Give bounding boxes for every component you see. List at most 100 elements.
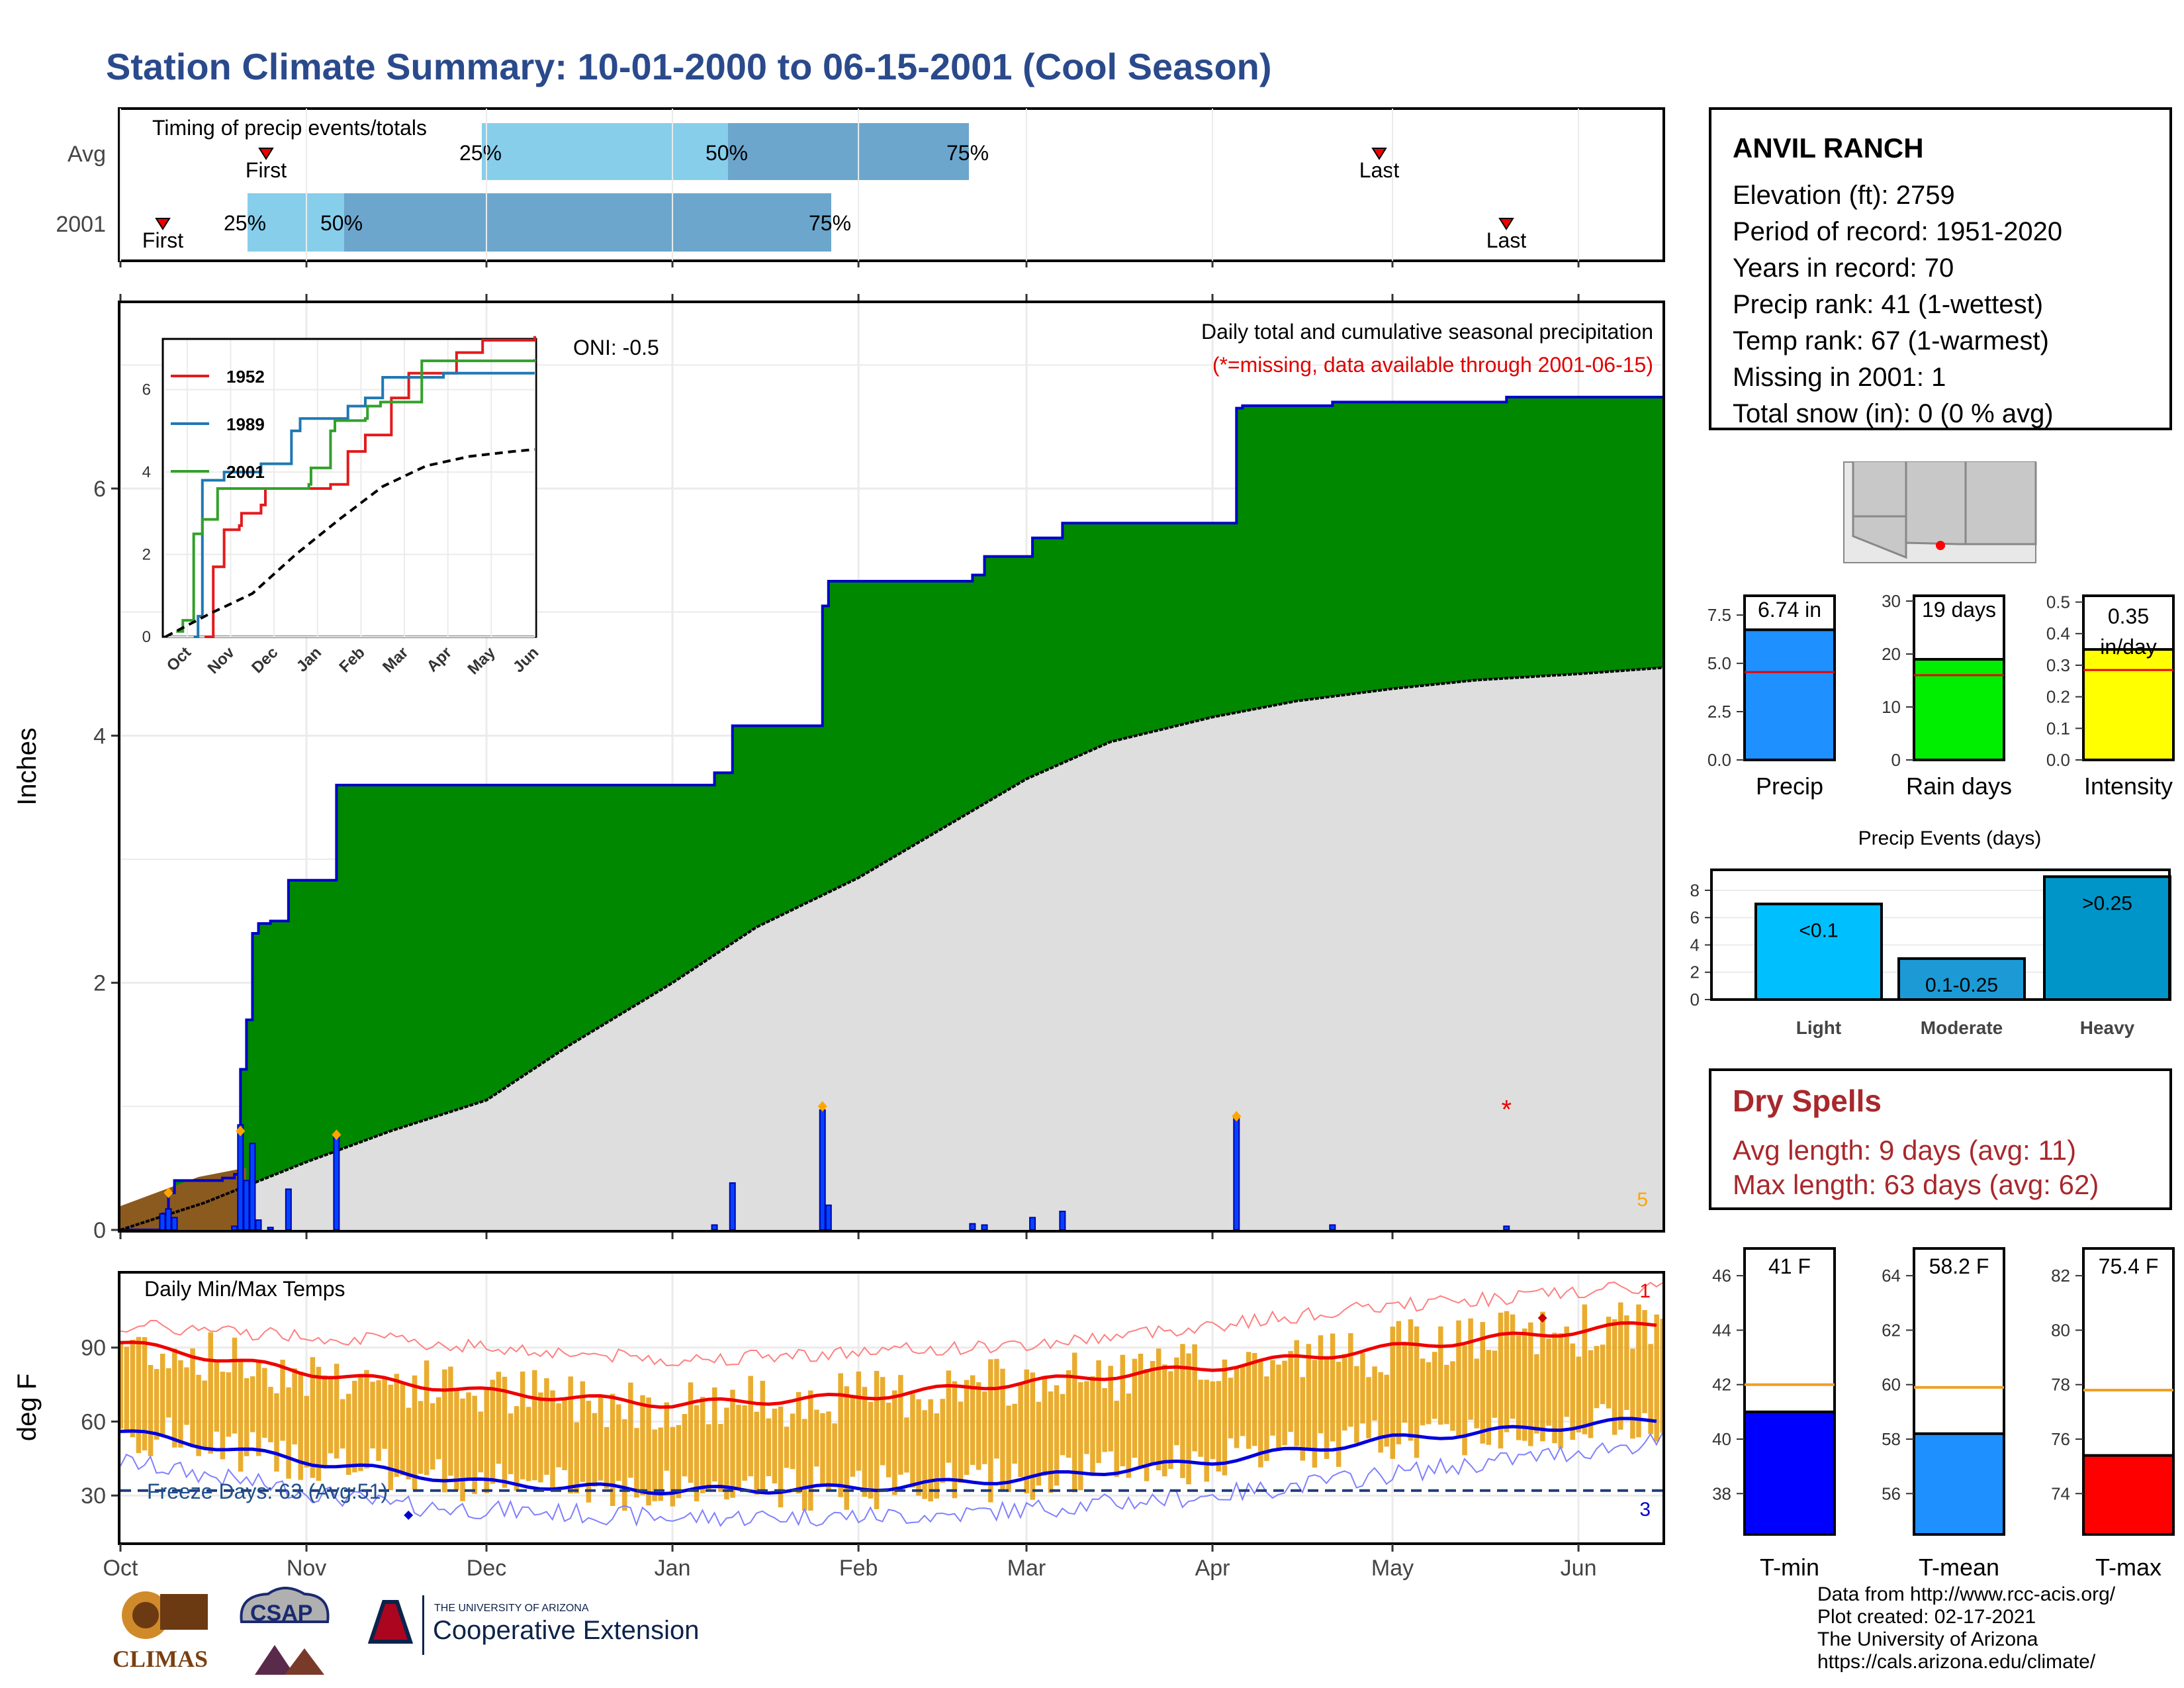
y2001-p50-label: 50% — [320, 211, 363, 235]
station-years: Years in record: 70 — [1733, 254, 1954, 283]
stat-bar-ytick-label: 10 — [1882, 697, 1901, 717]
daily-temp-range-bar — [1186, 1353, 1191, 1485]
daily-temp-range-bar — [544, 1378, 549, 1475]
daily-temp-range-bar — [664, 1402, 670, 1471]
daily-temp-range-bar — [382, 1378, 387, 1449]
avg-first-marker — [258, 148, 274, 160]
avg-min-temp-line — [120, 1417, 1657, 1496]
y2001-25-50-bar — [248, 193, 344, 252]
daily-temp-range-bar — [202, 1380, 207, 1449]
daily-temp-range-bar — [472, 1395, 477, 1494]
record-daily-marker — [236, 1125, 246, 1137]
daily-temp-range-bar — [358, 1376, 363, 1472]
daily-temp-range-bar — [730, 1389, 735, 1498]
daily-temp-range-bar — [868, 1401, 874, 1499]
daily-temp-range-bar — [742, 1405, 747, 1481]
daily-temp-range-bar — [268, 1387, 273, 1442]
daily-temp-range-bar — [1312, 1360, 1318, 1468]
daily-temp-range-bar — [1318, 1335, 1324, 1434]
daily-precip-bar — [171, 1217, 178, 1231]
stat-bar-ytick-label: 0.4 — [2046, 624, 2070, 643]
temp-series — [118, 1282, 1665, 1527]
precip-subtitle: (*=missing, data available through 2001-… — [1212, 353, 1653, 377]
daily-temp-range-bar — [1576, 1356, 1582, 1432]
events-bar-label: 0.1-0.25 — [1925, 974, 1998, 996]
daily-temp-range-bar — [844, 1386, 850, 1510]
daily-temp-range-bar — [1210, 1381, 1216, 1460]
footer-credits: Data from http://www.rcc-acis.org/ Plot … — [1817, 1583, 2115, 1673]
daily-temp-range-bar — [1030, 1372, 1036, 1500]
record-daily-marker — [163, 1188, 173, 1198]
daily-precip-bar — [165, 1208, 172, 1231]
daily-precip-bar — [249, 1143, 256, 1231]
daily-temp-range-bar — [334, 1364, 340, 1459]
daily-temp-range-bar — [934, 1413, 939, 1499]
daily-temp-range-bar — [1264, 1376, 1269, 1462]
shared-x-axis: Oct Nov Dec Jan Feb Mar Apr May Jun — [103, 1544, 1597, 1581]
events-ytick-label: 6 — [1690, 908, 1700, 927]
daily-temp-range-bar — [652, 1429, 657, 1501]
daily-temp-range-bar — [556, 1403, 561, 1468]
daily-temp-range-bar — [232, 1337, 238, 1434]
daily-temp-range-bar — [322, 1375, 328, 1468]
y2001-first-marker — [155, 218, 171, 230]
precip-events-chart: Precip Events (days) 0 2 4 6 8 <0.1 Light 0.1-0.… — [1690, 827, 2171, 1038]
events-category-label: Moderate — [1921, 1017, 2003, 1038]
daily-temp-range-bar — [1504, 1311, 1510, 1432]
daily-temp-range-bar — [1216, 1381, 1222, 1472]
temp-xtick-label: May — [1371, 1556, 1414, 1581]
university-of-arizona-logo: THE UNIVERSITY OF ARIZONA Cooperative Ex… — [367, 1595, 699, 1655]
daily-temp-range-bar — [1042, 1378, 1048, 1476]
daily-precip-bar — [231, 1225, 238, 1231]
ua-small-text: THE UNIVERSITY OF ARIZONA — [434, 1603, 589, 1614]
temp-stat-label: T-min — [1760, 1554, 1819, 1581]
station-precip-rank: Precip rank: 41 (1-wettest) — [1733, 290, 2044, 319]
daily-temp-range-bar — [124, 1346, 130, 1432]
daily-temp-range-bar — [1360, 1353, 1365, 1424]
temp-stat-fill — [1913, 1432, 2005, 1536]
daily-precip-bar — [237, 1124, 244, 1231]
footer-line: The University of Arizona — [1817, 1628, 2038, 1650]
missing-day-marker: * — [1501, 1095, 1512, 1124]
timing-panel: Timing of precip events/totals Avg 2001 … — [56, 107, 1665, 262]
timing-row-2001-label: 2001 — [56, 212, 106, 237]
precip-y-axis: 0 2 4 6 — [93, 261, 1580, 1243]
daily-temp-range-bar — [1090, 1376, 1095, 1476]
stat-bar-ytick-label: 0 — [1891, 750, 1901, 770]
daily-temp-range-bar — [418, 1401, 424, 1474]
avg-p75-label: 75% — [946, 141, 989, 165]
y2001-first-label: First — [142, 228, 183, 252]
daily-temp-range-bar — [1492, 1350, 1498, 1418]
daily-temp-range-bar — [1414, 1326, 1420, 1458]
daily-temp-range-bar — [292, 1368, 297, 1445]
temp-xtick-label: Jun — [1561, 1556, 1597, 1581]
daily-temp-range-bar — [400, 1382, 406, 1476]
daily-temp-range-bar — [796, 1391, 801, 1494]
daily-temp-range-bar — [1006, 1405, 1011, 1493]
daily-temp-range-bar — [1258, 1360, 1263, 1468]
daily-temp-range-bar — [928, 1399, 933, 1502]
dry-spells-max: Max length: 63 days (avg: 62) — [1733, 1169, 2099, 1200]
daily-temp-range-bar — [496, 1372, 502, 1464]
daily-temp-range-bar — [1294, 1340, 1299, 1446]
daily-temp-range-bar — [850, 1397, 856, 1477]
daily-precip-bar — [243, 1180, 250, 1231]
temp-stat-ytick-label: 80 — [2051, 1320, 2070, 1340]
daily-precip-bar — [981, 1224, 988, 1231]
daily-precip-bar — [1029, 1217, 1036, 1231]
record-daily-marker — [332, 1129, 341, 1141]
station-temp-rank: Temp rank: 67 (1-warmest) — [1733, 326, 2049, 355]
daily-temp-range-bar — [1162, 1364, 1167, 1477]
max-record-count: 1 — [1639, 1280, 1651, 1302]
daily-temp-range-bar — [1180, 1344, 1185, 1478]
daily-temp-range-bar — [1402, 1344, 1408, 1423]
daily-temp-range-bar — [1138, 1353, 1144, 1468]
daily-temp-range-bar — [1462, 1345, 1467, 1456]
daily-temp-range-bar — [712, 1387, 717, 1481]
daily-temp-range-bar — [1120, 1354, 1126, 1467]
stat-bar-value-label: 6.74 in — [1758, 598, 1821, 622]
daily-temp-range-bar — [1474, 1358, 1479, 1429]
daily-temp-range-bar — [682, 1414, 688, 1477]
daily-temp-range-bar — [142, 1336, 148, 1451]
